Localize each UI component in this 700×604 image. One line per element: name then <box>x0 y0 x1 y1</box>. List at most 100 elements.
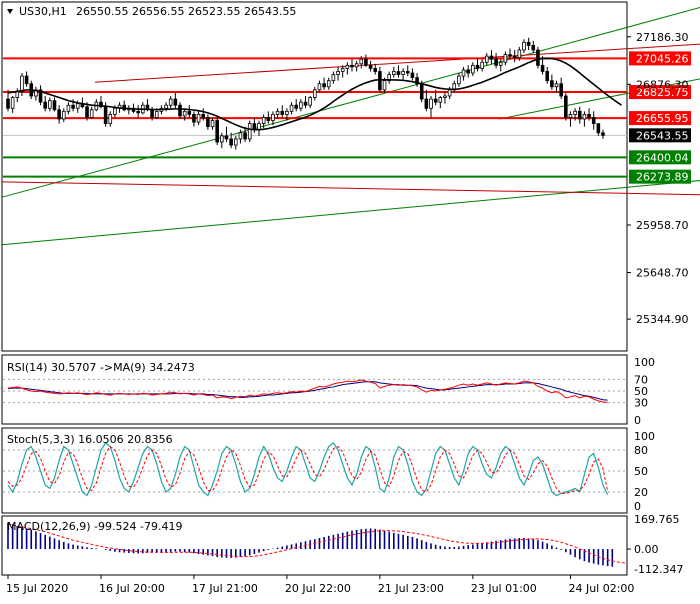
candle-body <box>294 104 298 109</box>
candle-body <box>591 117 596 125</box>
candle-body <box>257 123 261 131</box>
candle-body <box>396 71 401 75</box>
candle-body <box>498 61 503 66</box>
candle-body <box>526 41 531 46</box>
macd-tick-label: 0.00 <box>634 543 659 556</box>
candle-body <box>392 71 396 75</box>
rsi-tick-label: 100 <box>634 356 655 369</box>
candle-body <box>280 110 285 115</box>
candle-body <box>266 117 271 121</box>
price-tick-label: 25344.90 <box>636 313 689 326</box>
candle-body <box>103 106 108 124</box>
candle-body <box>503 54 508 63</box>
price-axis: 27186.30 26876.30 25958.70 25648.70 25344.90 <box>627 31 689 326</box>
candle-body <box>433 98 438 103</box>
candle-body <box>150 109 154 118</box>
dropdown-arrow-icon[interactable] <box>7 9 13 14</box>
time-label: 15 Jul 2020 <box>6 582 68 595</box>
macd-panel: 169.765 0.00 -112.347 MACD(12,26,9) -99.52… <box>1 513 683 576</box>
macd-tick-label: -112.347 <box>634 563 683 576</box>
candle-body <box>443 95 447 98</box>
stoch-tick-label: 50 <box>634 465 648 478</box>
candle-body <box>271 114 275 121</box>
candle-body <box>238 132 243 140</box>
candle-body <box>57 109 61 120</box>
rsi-tick-label: 50 <box>634 385 648 398</box>
level-label: 26400.04 <box>636 151 689 164</box>
trendline <box>1 180 700 246</box>
candle-body <box>531 45 536 51</box>
candle-body <box>113 107 117 115</box>
level-tag <box>629 51 691 66</box>
candle-body <box>401 71 405 75</box>
candle-body <box>484 55 489 63</box>
candle-body <box>168 98 173 106</box>
price-panel: 27045.26 26825.75 26655.95 26543.55 26400.04… <box>1 1 700 352</box>
stoch-tick-label: 80 <box>634 444 648 457</box>
candle-body <box>410 72 415 78</box>
time-axis: 15 Jul 2020 16 Jul 20:00 17 Jul 21:00 20 Ju… <box>6 575 634 595</box>
candle-body <box>512 55 517 59</box>
candles <box>6 37 605 150</box>
level-tag <box>629 150 691 165</box>
candle-body <box>247 123 252 140</box>
candle-body <box>99 101 103 108</box>
candle-body <box>178 104 182 117</box>
candle-body <box>206 117 210 128</box>
candle-body <box>66 104 71 112</box>
level-label: 26655.95 <box>636 112 689 125</box>
candle-body <box>340 68 345 72</box>
moving-average <box>7 57 623 131</box>
rsi-lines <box>7 379 608 403</box>
candle-body <box>540 64 545 72</box>
candle-body <box>24 75 29 85</box>
stoch-levels <box>3 449 627 493</box>
candle-body <box>313 89 317 98</box>
candle-body <box>545 71 550 82</box>
candle-body <box>587 114 591 118</box>
candle-body <box>568 114 573 118</box>
candle-body <box>582 114 587 120</box>
candle-body <box>154 110 159 118</box>
ma-line <box>7 57 623 131</box>
rsi-tick-label: 0 <box>634 414 641 427</box>
candle-body <box>577 110 582 120</box>
candle-body <box>517 49 522 59</box>
candle-body <box>229 138 233 146</box>
candle-body <box>192 114 196 123</box>
candle-body <box>429 98 433 109</box>
macd-axis: 169.765 0.00 -112.347 <box>627 513 683 576</box>
candle-body <box>573 110 577 115</box>
candle-body <box>596 123 601 134</box>
candle-body <box>303 101 308 106</box>
candle-body <box>415 77 419 85</box>
price-tick-label: 25648.70 <box>636 267 689 280</box>
candle-body <box>38 89 43 103</box>
candle-body <box>289 104 294 112</box>
macd-tick-label: 169.765 <box>634 513 680 526</box>
time-label: 20 Jul 22:00 <box>285 582 351 595</box>
candle-body <box>220 135 224 143</box>
level-tag <box>629 111 691 126</box>
candle-body <box>424 98 429 109</box>
candle-body <box>48 100 52 109</box>
time-label: 21 Jul 23:00 <box>378 582 444 595</box>
candle-body <box>61 110 66 120</box>
rsi-tick-label: 30 <box>634 397 648 410</box>
candle-body <box>489 55 494 60</box>
candle-body <box>196 114 201 123</box>
macd-label: MACD(12,26,9) -99.524 -79.419 <box>7 520 182 533</box>
candle-body <box>210 120 215 128</box>
stoch-main-line <box>7 442 609 497</box>
candle-body <box>405 71 410 74</box>
candle-body <box>71 104 75 109</box>
candle-body <box>224 135 229 140</box>
candle-body <box>536 49 540 66</box>
candle-body <box>378 71 382 91</box>
time-label: 23 Jul 01:00 <box>471 582 537 595</box>
candle-body <box>461 69 466 77</box>
candle-body <box>564 95 568 118</box>
